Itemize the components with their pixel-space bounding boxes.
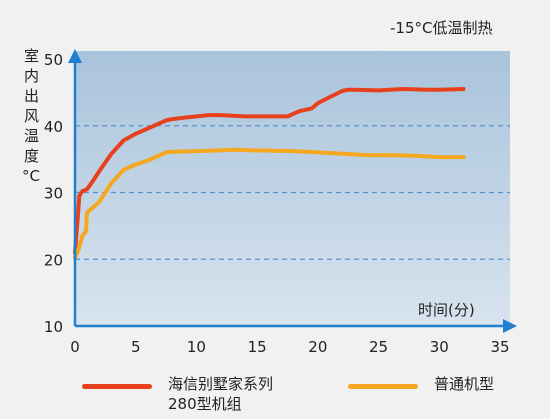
x-tick-label: 30 xyxy=(430,338,449,356)
legend-item-hisense: 海信别墅家系列 280型机组 xyxy=(82,374,318,414)
legend-label-standard: 普通机型 xyxy=(434,374,550,394)
x-tick-label: 15 xyxy=(248,338,267,356)
y-axis-label-char: 内 xyxy=(24,67,39,85)
legend: 海信别墅家系列 280型机组 普通机型 xyxy=(0,368,550,418)
y-axis-arrow xyxy=(68,49,82,63)
gridlines xyxy=(75,125,510,260)
x-tick-label: 35 xyxy=(490,338,509,356)
legend-swatch-standard xyxy=(348,384,418,389)
chart-annotation: -15°C低温制热 xyxy=(390,19,492,37)
y-axis-label-char: 室 xyxy=(24,47,39,65)
y-axis-label-char: 风 xyxy=(24,107,39,125)
x-tick-label: 0 xyxy=(70,338,80,356)
legend-label-hisense: 海信别墅家系列 280型机组 xyxy=(168,374,318,414)
x-tick-label: 10 xyxy=(187,338,206,356)
series-lines xyxy=(73,87,466,260)
y-axis-label-char: 温 xyxy=(24,127,39,145)
x-tick-label: 20 xyxy=(308,338,327,356)
x-axis-arrow xyxy=(503,319,517,333)
y-tick-label: 30 xyxy=(44,185,63,203)
tick-labels: 0 5 10 15 20 25 30 35 10 20 30 40 50 xyxy=(44,51,510,356)
y-axis-label: 室 内 出 风 温 度 °C xyxy=(22,47,40,185)
series-line-0 xyxy=(73,87,466,255)
plot-area xyxy=(75,51,510,326)
y-tick-label: 20 xyxy=(44,251,63,269)
legend-label-line: 普通机型 xyxy=(434,375,495,393)
y-tick-label: 10 xyxy=(44,318,63,336)
y-tick-label: 40 xyxy=(44,118,63,136)
x-tick-label: 25 xyxy=(369,338,388,356)
y-axis-label-char: 出 xyxy=(24,87,39,105)
y-axis-label-char: °C xyxy=(22,167,40,185)
legend-label-line: 海信别墅家系列 xyxy=(168,375,274,393)
legend-label-line: 280型机组 xyxy=(168,395,242,413)
axes xyxy=(68,49,517,333)
x-tick-label: 5 xyxy=(131,338,141,356)
line-chart: 0 5 10 15 20 25 30 35 10 20 30 40 50 时间(分) -15°C低温制热… xyxy=(22,19,517,356)
legend-item-standard: 普通机型 xyxy=(348,374,550,394)
y-axis-label-char: 度 xyxy=(24,147,39,165)
legend-swatch-hisense xyxy=(82,384,152,389)
x-axis-label: 时间(分) xyxy=(418,301,475,319)
series-line-1 xyxy=(73,147,466,260)
y-tick-label: 50 xyxy=(44,51,63,69)
